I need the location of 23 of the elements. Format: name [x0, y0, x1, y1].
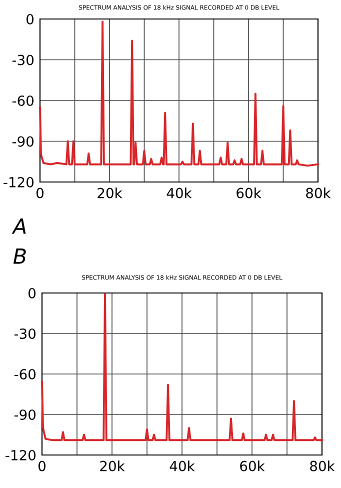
x-tick-label: 40k: [170, 460, 195, 472]
y-tick-label: -60: [12, 95, 34, 106]
y-tick-label: -60: [14, 368, 36, 380]
y-tick-label: -120: [6, 450, 36, 460]
x-tick-label: 40k: [166, 188, 192, 198]
x-tick-label: 0: [38, 460, 46, 472]
y-tick-label: 0: [28, 288, 36, 298]
x-tick-label: 0: [36, 188, 44, 198]
x-tick-label: 80k: [306, 188, 331, 198]
x-tick-label: 80k: [310, 460, 335, 472]
y-tick-label: -120: [4, 176, 34, 188]
x-tick-label: 60k: [240, 460, 265, 472]
y-tick-label: -30: [14, 328, 36, 339]
x-tick-label: 60k: [236, 188, 262, 198]
line-series: [39, 20, 319, 167]
y-tick-label: 0: [26, 14, 34, 24]
x-tick-label: 20k: [98, 188, 122, 198]
y-tick-label: -90: [12, 136, 34, 147]
x-tick-label: 20k: [100, 460, 125, 472]
y-tick-label: -30: [12, 54, 34, 66]
text: A: [12, 218, 26, 234]
text: B: [13, 248, 26, 264]
y-tick-label: -90: [14, 409, 36, 420]
